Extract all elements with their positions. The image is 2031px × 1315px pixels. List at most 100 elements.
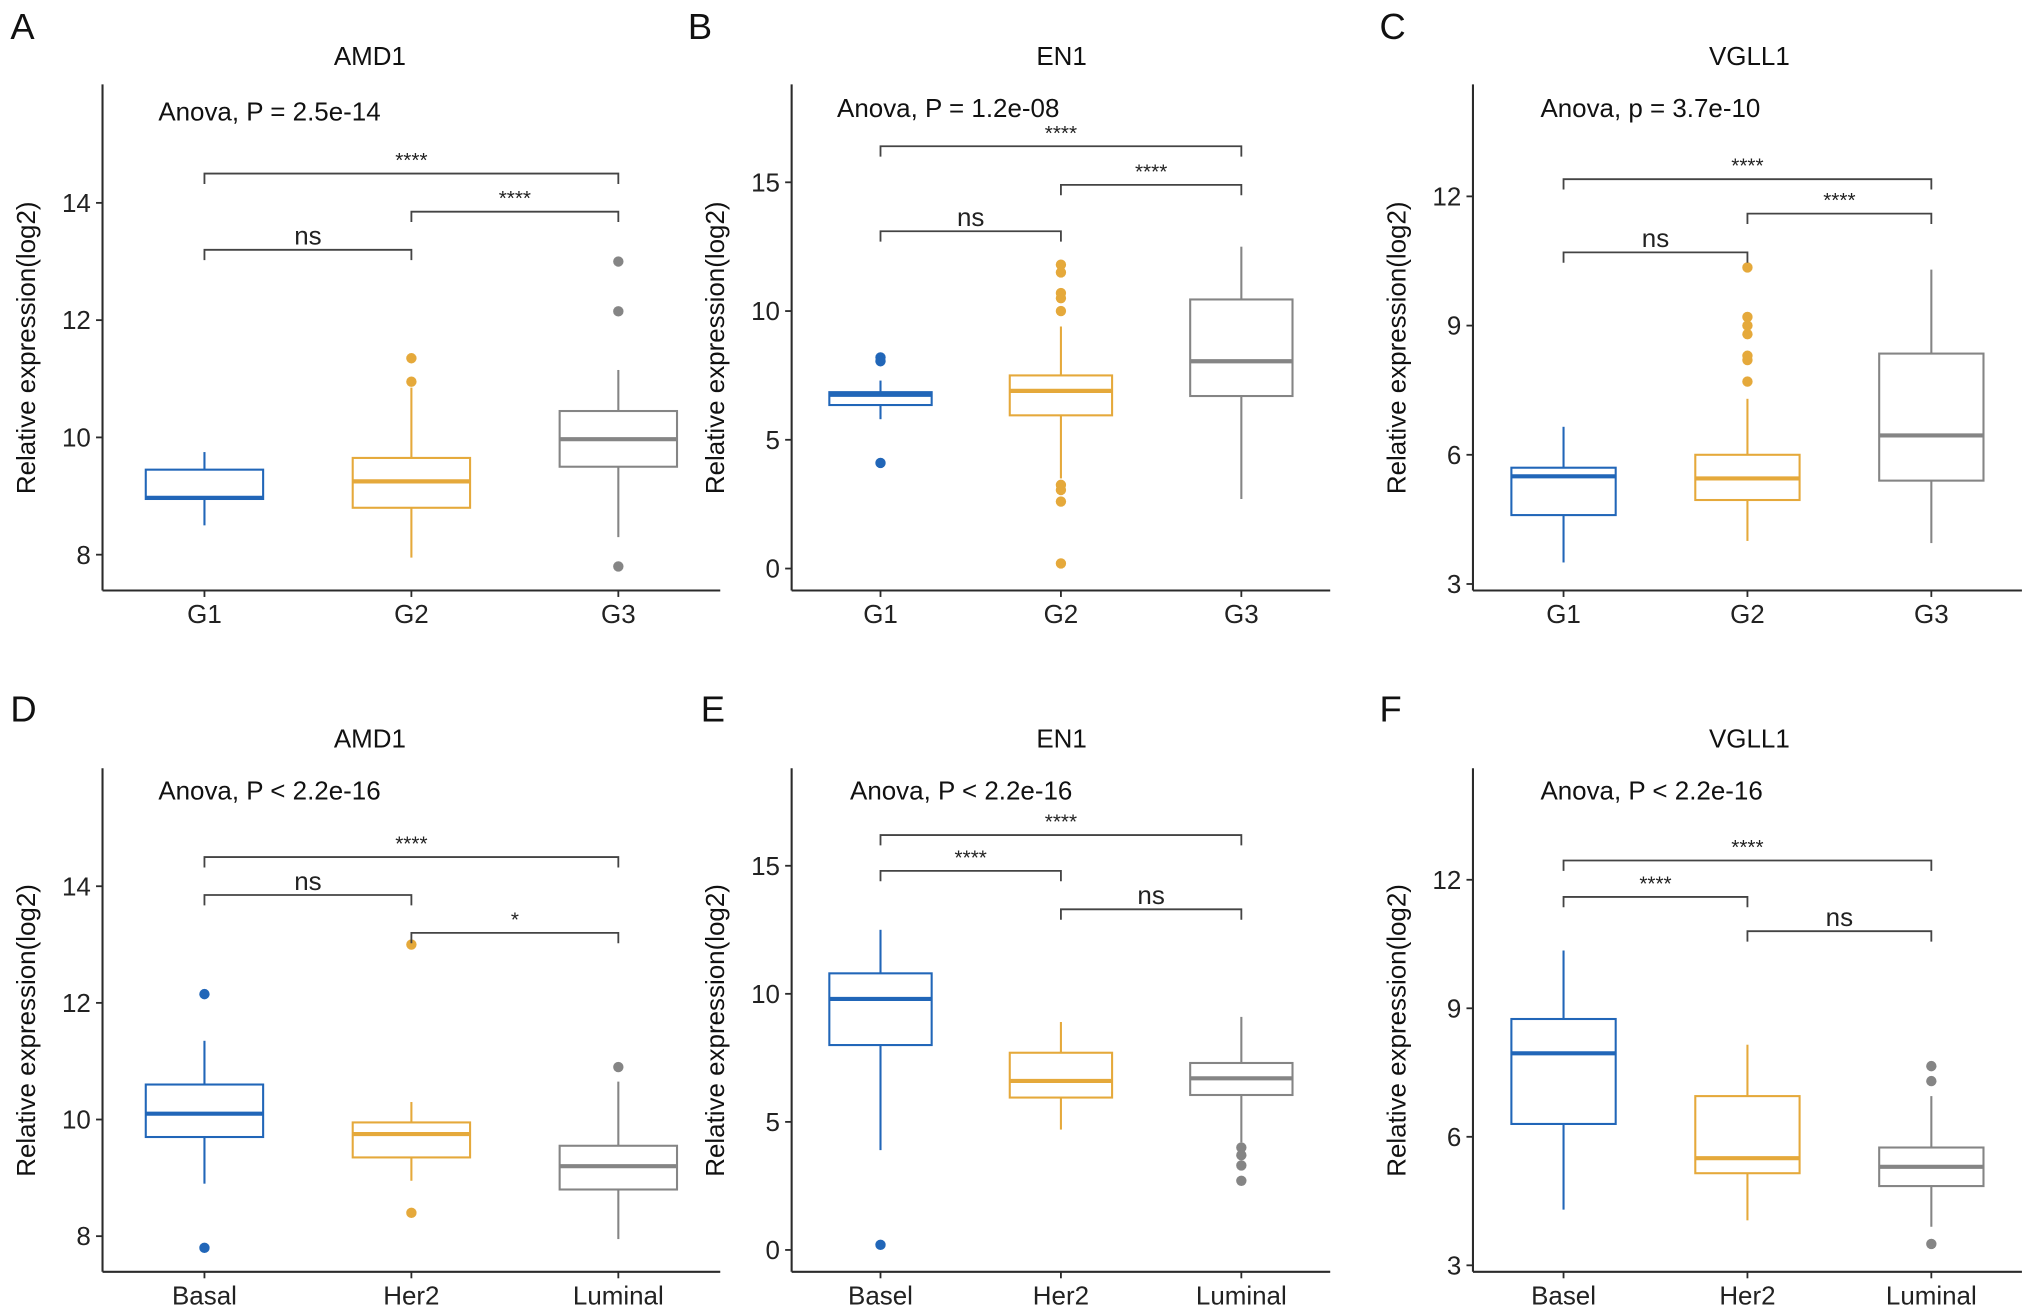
box-g2 [1008, 259, 1114, 569]
y-tick-label: 10 [62, 1107, 91, 1135]
bracket-line [203, 172, 620, 184]
comparison-bracket: **** [1562, 836, 1933, 871]
bracket-line [1562, 896, 1749, 908]
outlier-point [875, 356, 886, 367]
x-tick-label: G2 [1044, 601, 1079, 629]
y-tick-label: 12 [1432, 867, 1461, 895]
bracket-line [1562, 859, 1933, 871]
outlier-point [1742, 329, 1753, 340]
box-iqr [1008, 1051, 1114, 1099]
y-tick-label: 10 [62, 424, 91, 452]
significance-label: ns [1642, 225, 1669, 253]
comparison-bracket: **** [1562, 872, 1749, 908]
significance-label: ns [1137, 882, 1164, 910]
significance-label: **** [1045, 811, 1077, 834]
comparison-bracket: **** [1060, 160, 1243, 196]
box-g1 [828, 352, 933, 469]
bracket-line [203, 248, 413, 261]
box-basel [1510, 950, 1617, 1210]
panel-letter: C [1380, 6, 1406, 47]
box-g2 [351, 353, 472, 558]
panel-letter: F [1380, 689, 1402, 730]
significance-label: **** [499, 187, 531, 210]
panel-letter: B [688, 6, 712, 47]
y-axis-label: Relative expression(log2) [13, 884, 41, 1177]
anova-annotation: Anova, P < 2.2e-16 [158, 777, 380, 805]
y-tick-label: 10 [751, 981, 780, 1009]
outlier-point [1742, 320, 1753, 331]
x-tick-label: G1 [187, 601, 222, 629]
outlier-point [1055, 259, 1067, 270]
panel-letter: E [701, 689, 725, 730]
comparison-bracket: ns [1746, 904, 1933, 942]
y-tick-label: 9 [1447, 313, 1461, 341]
y-axis-label: Relative expression(log2) [1383, 884, 1411, 1177]
y-axis-label: Relative expression(log2) [702, 884, 730, 1177]
significance-label: **** [1639, 872, 1671, 895]
panel-letter: A [10, 6, 35, 47]
outlier-point [1926, 1238, 1937, 1250]
box-her2 [1008, 1022, 1114, 1130]
x-tick-label: Her2 [383, 1282, 439, 1310]
comparison-bracket: ns [1060, 882, 1243, 920]
bracket-line [1746, 212, 1933, 224]
bracket-line [203, 894, 413, 906]
x-tick-label: Luminal [1886, 1282, 1977, 1310]
panel-title: EN1 [1036, 43, 1086, 71]
anova-annotation: Anova, P < 2.2e-16 [850, 777, 1072, 805]
y-axis-label: Relative expression(log2) [702, 201, 730, 494]
box-luminal [1878, 1060, 1985, 1250]
box-basal [144, 988, 265, 1254]
bracket-line [1562, 251, 1749, 263]
outlier-point [613, 306, 624, 317]
outlier-point [1926, 1075, 1937, 1087]
x-tick-label: G2 [394, 601, 429, 629]
box-her2 [1694, 1044, 1801, 1221]
outlier-point [1742, 376, 1753, 387]
significance-label: **** [1731, 836, 1763, 859]
x-tick-label: Basel [848, 1282, 913, 1310]
panel-d: D AMD1 Anova, P < 2.2e-16 8 10 12 14 Relative e… [10, 689, 721, 1310]
box-basel [828, 929, 933, 1251]
outlier-point [1742, 311, 1753, 323]
outlier-point [406, 939, 417, 950]
anova-annotation: Anova, P < 2.2e-16 [1540, 777, 1762, 805]
outlier-point [1055, 496, 1067, 507]
significance-label: **** [955, 846, 987, 869]
panel-title: VGLL1 [1709, 726, 1790, 754]
panel-a: A AMD1 Anova, P = 2.5e-14 8 10 12 14 Relative e… [10, 6, 721, 629]
box-g1 [1510, 426, 1617, 563]
x-tick-label: Basel [1531, 1282, 1596, 1310]
x-tick-label: Her2 [1033, 1282, 1089, 1310]
significance-label: ns [294, 223, 321, 251]
y-tick-label: 10 [751, 298, 780, 326]
panel-title: VGLL1 [1709, 43, 1790, 71]
box-luminal [1189, 1016, 1294, 1186]
comparison-bracket: ns [203, 868, 413, 906]
box-g3 [1189, 246, 1294, 500]
y-tick-label: 9 [1447, 995, 1461, 1023]
x-tick-label: G1 [1546, 601, 1581, 629]
bracket-line [1060, 908, 1243, 920]
y-axis-label: Relative expression(log2) [13, 201, 41, 494]
x-tick-label: G3 [1224, 601, 1259, 629]
y-tick-label: 8 [76, 542, 90, 570]
comparison-bracket: **** [410, 187, 620, 223]
outlier-point [1236, 1175, 1247, 1186]
y-tick-label: 8 [76, 1223, 90, 1251]
box-iqr [1878, 352, 1985, 482]
bracket-line [1060, 183, 1243, 196]
outlier-point [406, 376, 417, 387]
box-iqr [1694, 1095, 1801, 1175]
outlier-point [1236, 1142, 1247, 1153]
comparison-bracket: * [410, 908, 620, 944]
comparison-bracket: **** [1746, 189, 1933, 224]
significance-label: **** [395, 149, 427, 172]
significance-label: **** [1823, 189, 1855, 212]
outlier-point [1055, 558, 1067, 569]
y-tick-label: 3 [1447, 1252, 1461, 1280]
box-iqr [1008, 374, 1114, 417]
outlier-point [1055, 287, 1067, 299]
x-tick-label: Basal [172, 1282, 237, 1310]
